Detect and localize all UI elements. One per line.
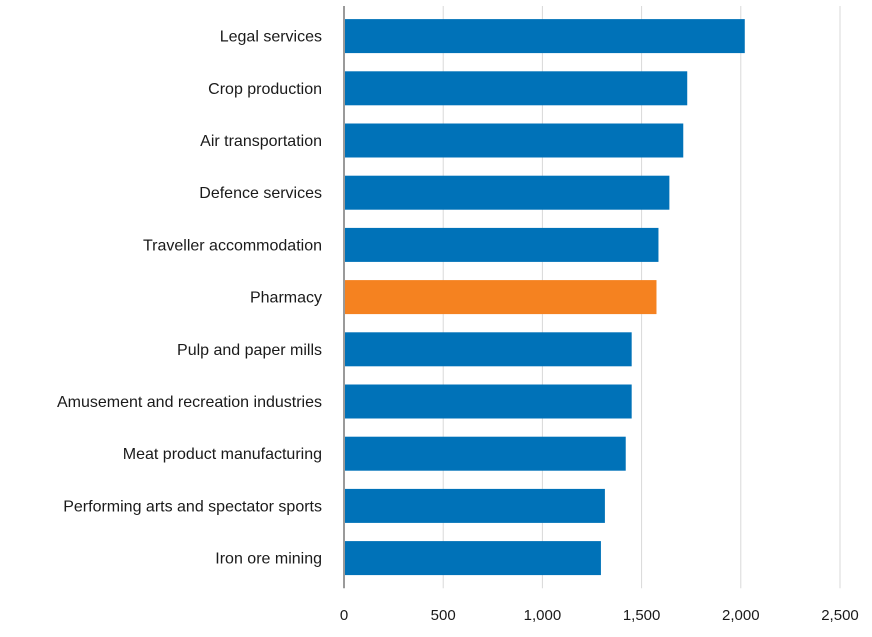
x-tick-label-1500: 1,500 xyxy=(623,607,661,624)
x-tick-labels: 0 500 1,000 1,500 2,000 2,500 xyxy=(340,607,859,624)
category-label-air-transportation: Air transportation xyxy=(200,133,322,150)
x-tick-label-500: 500 xyxy=(431,607,456,624)
bar-amusement-and-recreation-industries xyxy=(344,384,632,419)
bar-meat-product-manufacturing xyxy=(344,436,626,471)
category-label-iron-ore-mining: Iron ore mining xyxy=(215,551,322,568)
bar-legal-services xyxy=(344,19,745,54)
bar-iron-ore-mining xyxy=(344,541,601,576)
bar-pulp-and-paper-mills xyxy=(344,332,632,367)
category-label-traveller-accommodation: Traveller accommodation xyxy=(143,237,322,254)
category-label-performing-arts-and-spectator-sports: Performing arts and spectator sports xyxy=(63,498,322,515)
category-label-meat-product-manufacturing: Meat product manufacturing xyxy=(123,446,322,463)
x-tick-label-2500: 2,500 xyxy=(821,607,859,624)
category-label-pharmacy: Pharmacy xyxy=(250,290,322,307)
bar-pharmacy xyxy=(344,280,657,315)
bar-crop-production xyxy=(344,71,688,106)
bars xyxy=(344,19,745,576)
x-tick-label-2000: 2,000 xyxy=(722,607,760,624)
category-label-amusement-and-recreation-industries: Amusement and recreation industries xyxy=(57,394,322,411)
x-tick-label-0: 0 xyxy=(340,607,348,624)
x-tick-label-1000: 1,000 xyxy=(524,607,562,624)
bar-air-transportation xyxy=(344,123,684,158)
bar-traveller-accommodation xyxy=(344,227,659,262)
category-label-pulp-and-paper-mills: Pulp and paper mills xyxy=(177,342,322,359)
bar-defence-services xyxy=(344,175,670,210)
category-labels: Legal services Crop production Air transpo… xyxy=(57,29,322,568)
bar-performing-arts-and-spectator-sports xyxy=(344,488,605,523)
category-label-defence-services: Defence services xyxy=(199,185,322,202)
category-label-crop-production: Crop production xyxy=(208,81,322,98)
category-label-legal-services: Legal services xyxy=(220,29,322,46)
